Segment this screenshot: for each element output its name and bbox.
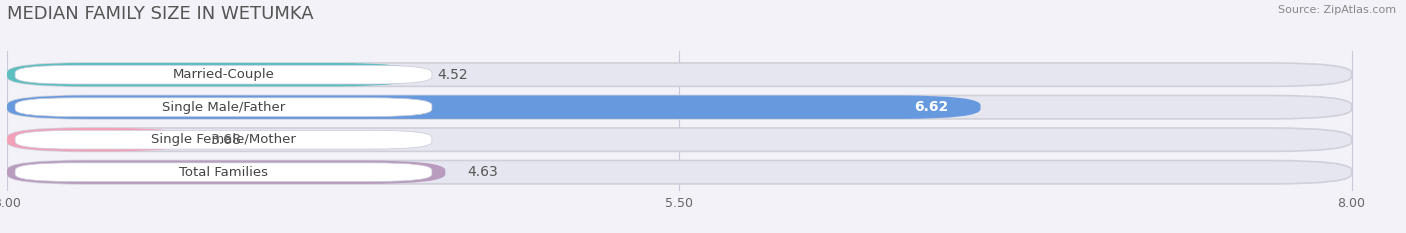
FancyBboxPatch shape (7, 96, 1351, 119)
FancyBboxPatch shape (15, 130, 432, 149)
Text: Single Female/Mother: Single Female/Mother (150, 133, 295, 146)
Text: Total Families: Total Families (179, 166, 269, 179)
FancyBboxPatch shape (7, 128, 190, 151)
FancyBboxPatch shape (7, 128, 1351, 151)
FancyBboxPatch shape (7, 63, 416, 86)
FancyBboxPatch shape (7, 161, 446, 184)
Text: MEDIAN FAMILY SIZE IN WETUMKA: MEDIAN FAMILY SIZE IN WETUMKA (7, 5, 314, 23)
Text: 4.63: 4.63 (467, 165, 498, 179)
Text: Source: ZipAtlas.com: Source: ZipAtlas.com (1278, 5, 1396, 15)
Text: Married-Couple: Married-Couple (173, 68, 274, 81)
FancyBboxPatch shape (15, 98, 432, 116)
Text: 6.62: 6.62 (914, 100, 948, 114)
FancyBboxPatch shape (7, 96, 980, 119)
FancyBboxPatch shape (7, 161, 1351, 184)
FancyBboxPatch shape (7, 63, 1351, 86)
Text: 4.52: 4.52 (437, 68, 468, 82)
FancyBboxPatch shape (15, 163, 432, 182)
Text: 3.68: 3.68 (211, 133, 242, 147)
FancyBboxPatch shape (15, 65, 432, 84)
Text: Single Male/Father: Single Male/Father (162, 101, 285, 114)
